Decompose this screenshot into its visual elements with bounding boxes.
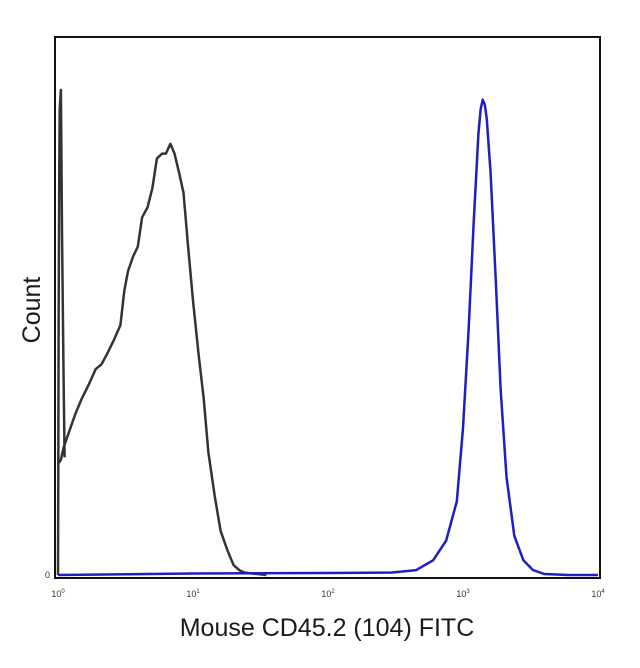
y-tick-labels: 0	[45, 570, 50, 580]
plot-frame	[54, 36, 601, 579]
x-tick-label-0: 100	[51, 589, 65, 599]
x-tick-label-1: 101	[186, 589, 200, 599]
x-axis-title: Mouse CD45.2 (104) FITC	[180, 614, 475, 642]
series-line-1	[56, 142, 267, 577]
x-tick-label-4: 104	[591, 589, 605, 599]
x-tick-label-2: 102	[321, 589, 335, 599]
x-tick-label-3: 103	[456, 589, 470, 599]
series-layer	[56, 88, 598, 577]
x-tick-labels: 100 101 102 103 104	[51, 589, 605, 599]
y-axis-title: Count	[18, 277, 46, 344]
series-line-2	[56, 88, 66, 576]
series-line-3	[57, 98, 598, 577]
y-tick-label-0: 0	[45, 570, 50, 580]
